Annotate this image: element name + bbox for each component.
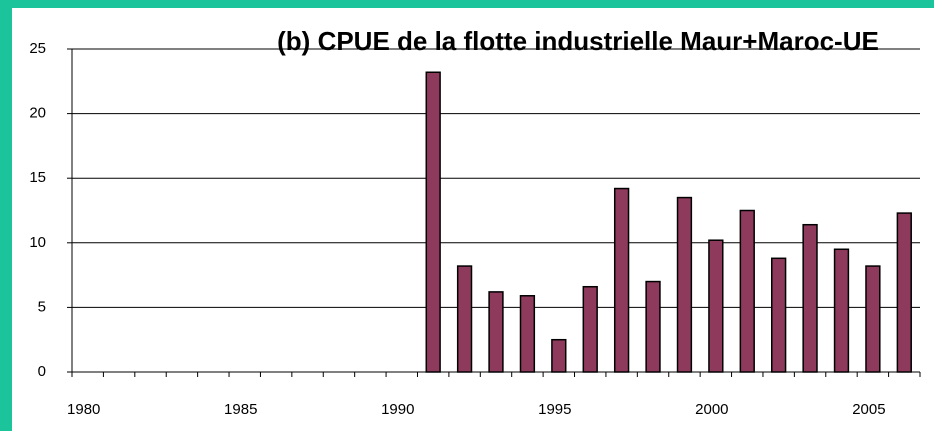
- y-tick-label: 5: [38, 298, 46, 315]
- bar: [613, 187, 630, 373]
- bar: [771, 257, 787, 373]
- bar: [865, 265, 881, 373]
- x-tick-label: 1990: [381, 401, 414, 418]
- bar: [708, 239, 724, 373]
- bar: [425, 71, 441, 373]
- y-tick-label: 10: [29, 234, 46, 251]
- x-tick-label: 1980: [67, 401, 100, 418]
- bar: [456, 265, 473, 373]
- y-tick-label: 0: [38, 363, 46, 380]
- bar: [833, 248, 850, 373]
- chart-title: (b) CPUE de la flotte industrielle Maur+…: [277, 26, 879, 56]
- x-tick-label: 2005: [852, 401, 885, 418]
- bar: [551, 338, 567, 373]
- x-tick-label: 2000: [695, 401, 728, 418]
- bar: [739, 209, 755, 373]
- y-tick-label: 15: [29, 169, 46, 186]
- bar: [896, 212, 912, 373]
- bar: [488, 291, 504, 373]
- x-tick-label: 1995: [538, 401, 571, 418]
- y-tick-label: 25: [29, 40, 46, 57]
- bar: [676, 196, 693, 373]
- x-tick-label: 1985: [224, 401, 257, 418]
- bar: [519, 295, 536, 373]
- y-tick-label: 20: [29, 105, 46, 122]
- bar: [582, 285, 598, 373]
- bar: [802, 223, 818, 373]
- bar: [645, 280, 661, 373]
